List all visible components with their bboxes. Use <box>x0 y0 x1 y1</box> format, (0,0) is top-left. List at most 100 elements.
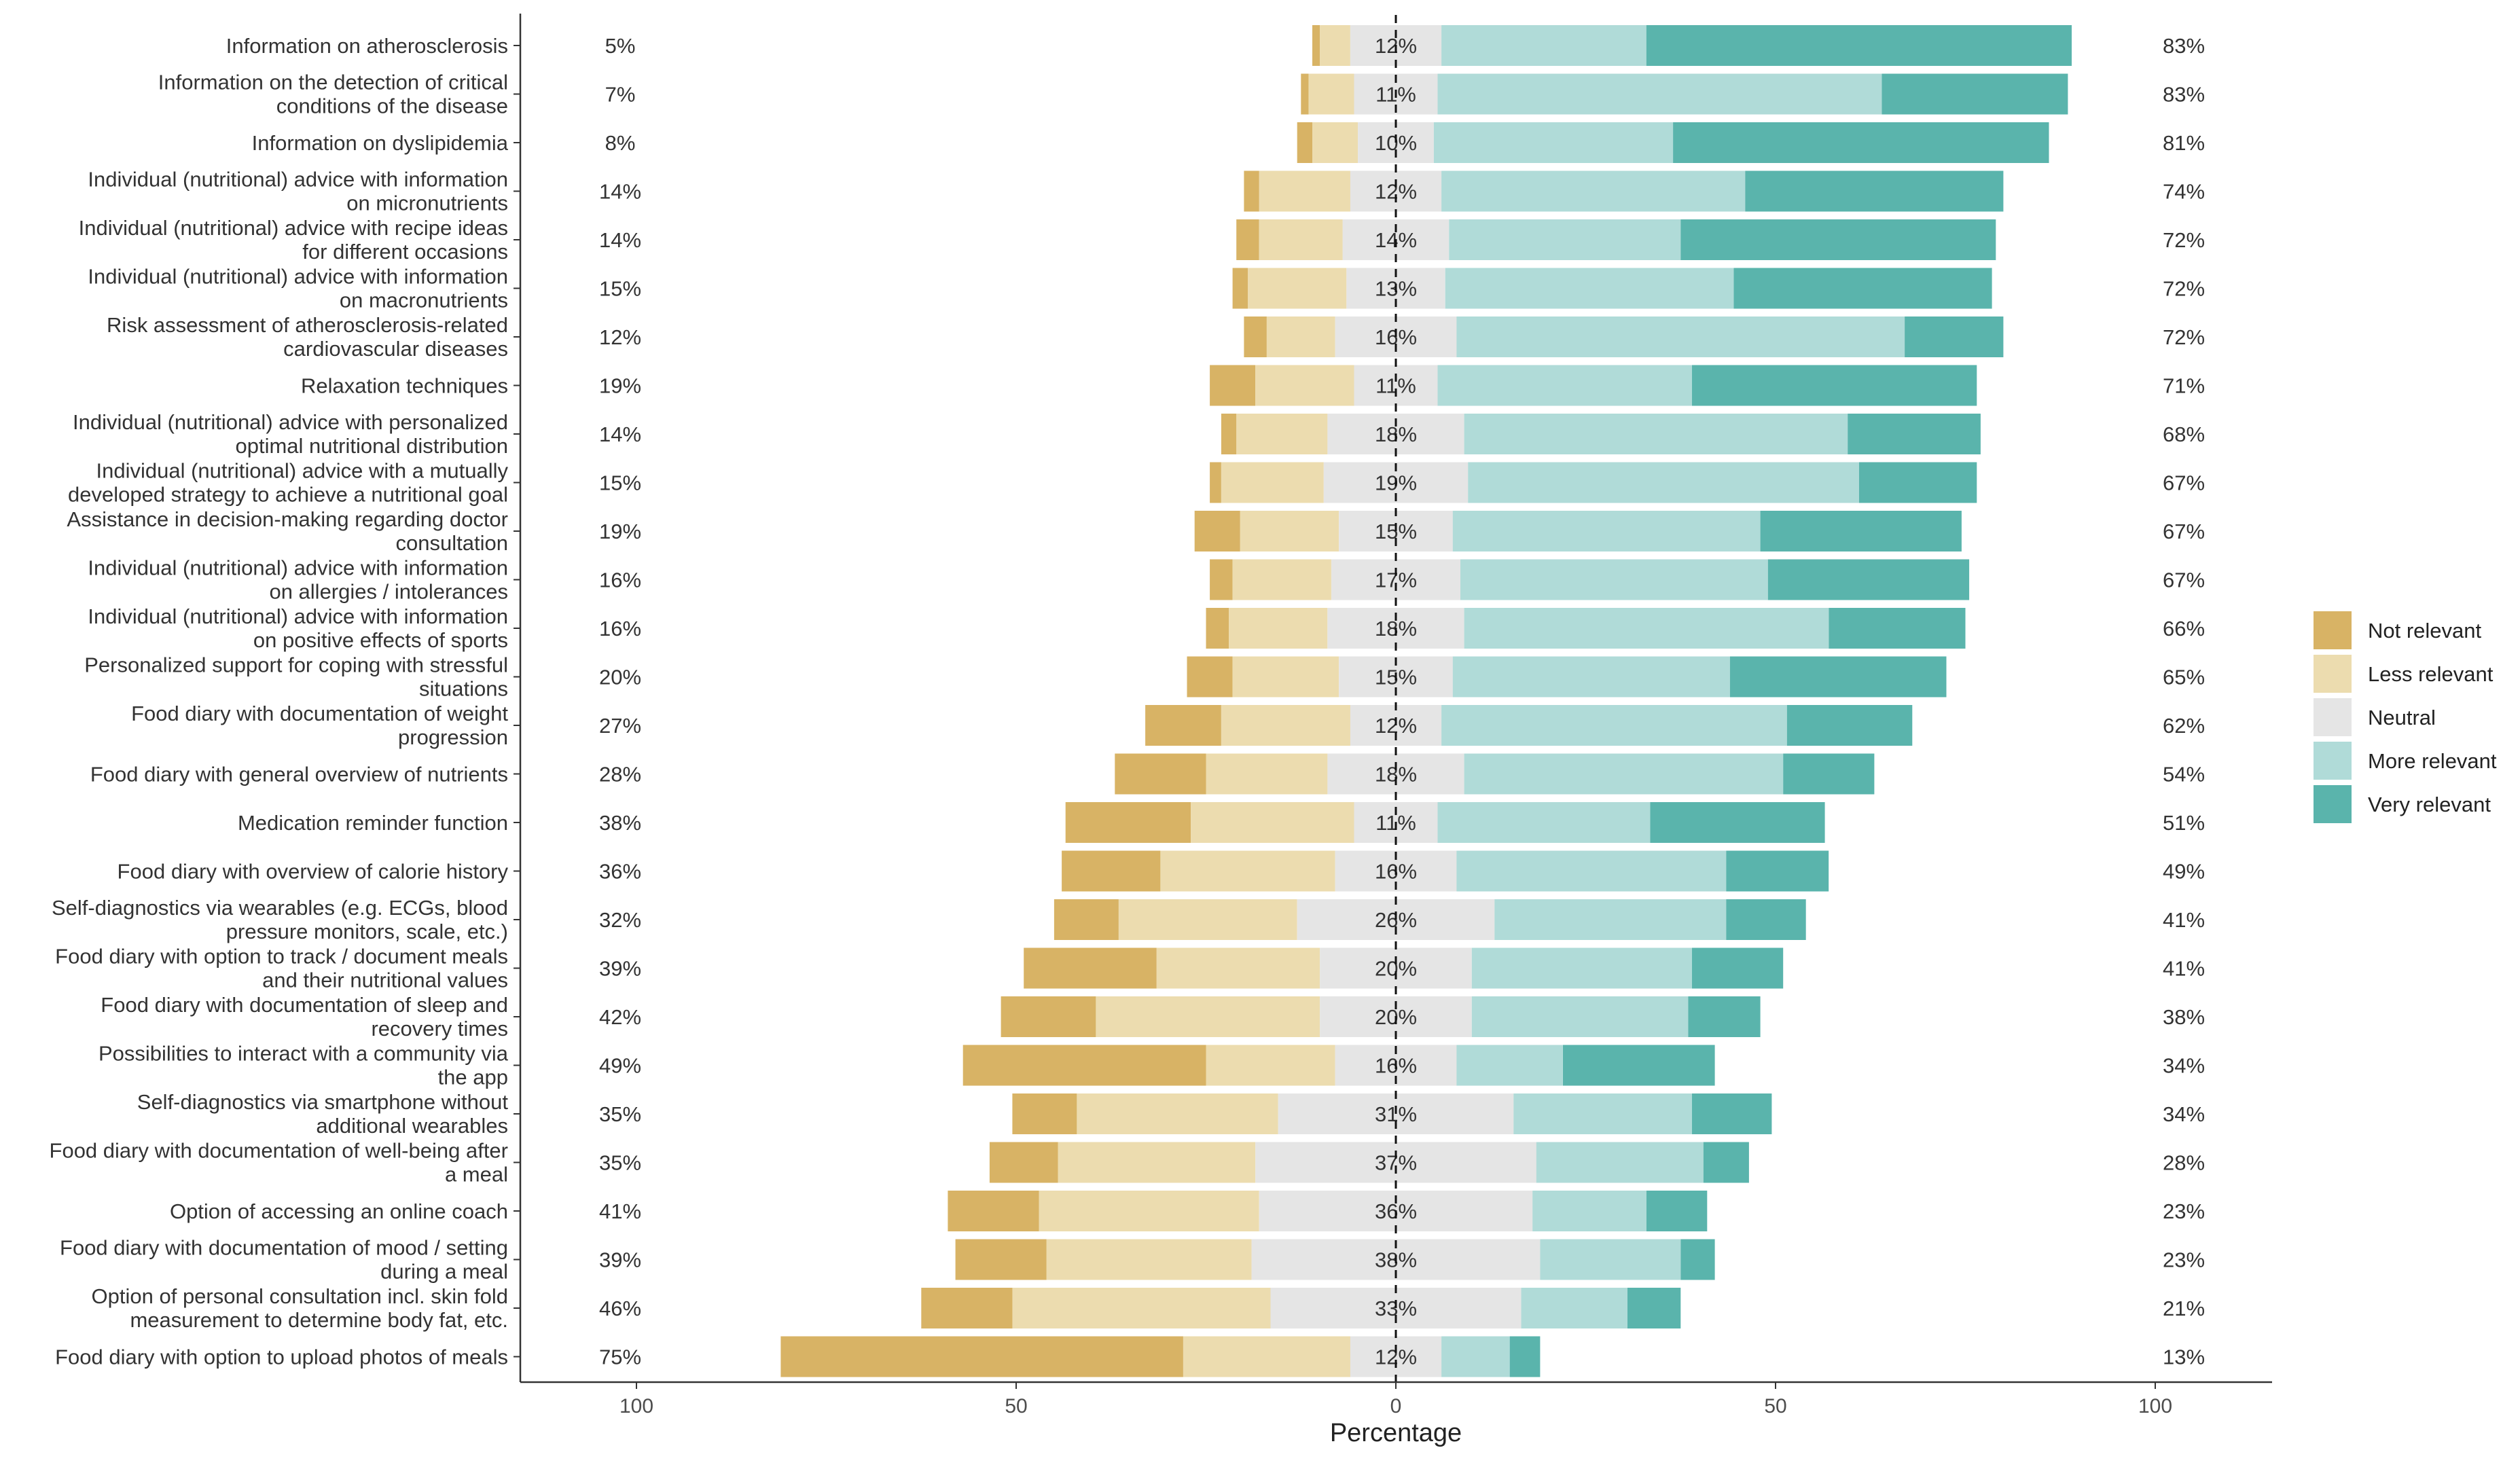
category-label-14: Personalized support for coping with str… <box>84 653 508 701</box>
bar-very-relevant-12 <box>1767 559 1970 600</box>
left-percent-25: 41% <box>599 1199 641 1223</box>
bar-more-relevant-13 <box>1464 608 1829 649</box>
bar-less-relevant-14 <box>1232 656 1339 698</box>
bar-less-relevant-6 <box>1248 268 1347 309</box>
category-label-15: Food diary with documentation of weight p… <box>131 702 508 749</box>
legend-label-3: Neutral <box>2368 706 2436 729</box>
bar-not-relevant-16 <box>1115 753 1206 795</box>
right-percent-13: 66% <box>2163 617 2205 640</box>
bar-less-relevant-2 <box>1308 73 1354 115</box>
x-tick-label-1: 100 <box>619 1395 653 1417</box>
bar-not-relevant-5 <box>1236 219 1259 260</box>
left-percent-7: 12% <box>599 325 641 349</box>
category-label-line: Individual (nutritional) advice with inf… <box>88 556 508 580</box>
category-label-line: conditions of the disease <box>276 94 508 118</box>
right-percent-19: 41% <box>2163 908 2205 932</box>
right-percent-2: 83% <box>2163 83 2205 107</box>
category-label-line: and their nutritional values <box>262 969 508 992</box>
bar-more-relevant-18 <box>1456 850 1727 892</box>
right-percent-20: 41% <box>2163 957 2205 981</box>
category-label-28: Food diary with option to upload photos … <box>55 1345 508 1369</box>
bar-less-relevant-12 <box>1232 559 1331 600</box>
category-label-line: Individual (nutritional) advice with a m… <box>96 459 508 483</box>
bar-very-relevant-7 <box>1905 316 2004 357</box>
bar-less-relevant-24 <box>1058 1142 1256 1183</box>
bar-not-relevant-15 <box>1145 705 1221 746</box>
bar-neutral-16 <box>1327 753 1464 795</box>
right-percent-9: 68% <box>2163 422 2205 446</box>
category-label-line: Individual (nutritional) advice with per… <box>73 410 508 434</box>
category-label-16: Food diary with general overview of nutr… <box>90 763 508 786</box>
bar-less-relevant-20 <box>1156 947 1320 989</box>
legend-label-1: Not relevant <box>2368 619 2482 643</box>
bar-very-relevant-18 <box>1726 850 1829 892</box>
bar-more-relevant-25 <box>1532 1191 1646 1231</box>
bar-more-relevant-7 <box>1456 316 1905 357</box>
left-percent-18: 36% <box>599 860 641 884</box>
left-percent-8: 19% <box>599 374 641 398</box>
bar-very-relevant-3 <box>1673 122 2049 163</box>
bar-very-relevant-22 <box>1563 1045 1715 1086</box>
x-axis-title: Percentage <box>1330 1419 1462 1447</box>
left-percent-12: 16% <box>599 568 641 592</box>
bar-not-relevant-23 <box>1012 1093 1077 1134</box>
left-percent-14: 20% <box>599 666 641 689</box>
bar-very-relevant-26 <box>1680 1239 1715 1280</box>
bar-less-relevant-18 <box>1160 850 1335 892</box>
bar-more-relevant-1 <box>1441 25 1646 66</box>
category-label-7: Risk assessment of atherosclerosis-relat… <box>107 313 508 361</box>
bar-neutral-20 <box>1320 947 1472 989</box>
right-percent-22: 34% <box>2163 1054 2205 1078</box>
right-percent-8: 71% <box>2163 374 2205 398</box>
bar-less-relevant-16 <box>1206 753 1328 795</box>
category-label-line: progression <box>398 725 508 749</box>
bar-not-relevant-19 <box>1054 899 1119 940</box>
legend-label-5: Very relevant <box>2368 793 2491 816</box>
category-label-line: measurement to determine body fat, etc. <box>130 1308 508 1332</box>
bars-layer <box>780 25 2072 1377</box>
x-tick-label-5: 100 <box>2138 1395 2172 1417</box>
legend: Not relevant Less relevant Neutral More rel… <box>2314 611 2497 823</box>
bar-very-relevant-6 <box>1733 268 1992 309</box>
bar-less-relevant-8 <box>1255 365 1354 406</box>
right-percent-21: 38% <box>2163 1005 2205 1029</box>
bar-neutral-4 <box>1350 170 1442 212</box>
bar-more-relevant-10 <box>1468 462 1859 503</box>
category-label-line: Individual (nutritional) advice with inf… <box>88 168 508 192</box>
bar-less-relevant-10 <box>1221 462 1324 503</box>
category-label-line: Self-diagnostics via smartphone without <box>137 1090 509 1114</box>
bar-more-relevant-20 <box>1471 947 1692 989</box>
left-percent-26: 39% <box>599 1248 641 1272</box>
right-percent-12: 67% <box>2163 568 2205 592</box>
left-percent-17: 38% <box>599 811 641 835</box>
bar-not-relevant-11 <box>1194 511 1240 551</box>
category-label-line: Possibilities to interact with a communi… <box>98 1042 509 1066</box>
legend-label-4: More relevant <box>2368 749 2497 773</box>
category-label-19: Self-diagnostics via wearables (e.g. ECG… <box>52 896 508 943</box>
right-percent-11: 67% <box>2163 520 2205 543</box>
category-label-line: Food diary with option to track / docume… <box>55 945 508 969</box>
bar-not-relevant-8 <box>1210 365 1256 406</box>
category-label-line: consultation <box>396 531 508 555</box>
bar-very-relevant-19 <box>1726 899 1806 940</box>
bar-not-relevant-1 <box>1312 25 1320 66</box>
bar-not-relevant-13 <box>1206 608 1229 649</box>
category-label-2: Information on the detection of critical… <box>158 71 508 118</box>
category-label-line: the app <box>438 1066 508 1089</box>
bar-neutral-24 <box>1255 1142 1536 1183</box>
bar-more-relevant-4 <box>1441 170 1746 212</box>
bar-more-relevant-3 <box>1433 122 1674 163</box>
bar-not-relevant-14 <box>1187 656 1233 698</box>
category-label-line: on macronutrients <box>340 289 508 312</box>
bar-more-relevant-21 <box>1471 996 1689 1037</box>
bar-more-relevant-26 <box>1540 1239 1681 1280</box>
category-label-5: Individual (nutritional) advice with rec… <box>79 216 508 264</box>
legend-key-5 <box>2314 785 2352 823</box>
category-label-22: Possibilities to interact with a communi… <box>98 1042 509 1089</box>
bar-more-relevant-27 <box>1521 1288 1627 1328</box>
bar-less-relevant-9 <box>1236 414 1328 454</box>
axis-layer: 100 50 0 50 100 <box>514 14 2272 1417</box>
legend-key-4 <box>2314 742 2352 780</box>
